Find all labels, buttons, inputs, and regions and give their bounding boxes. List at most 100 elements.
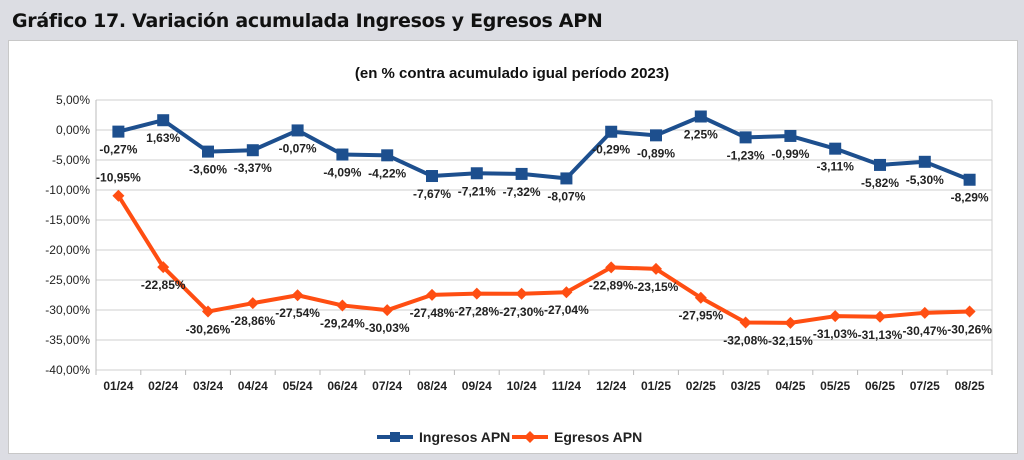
x-tick-label: 03/24 [193, 379, 223, 393]
legend-marker [524, 431, 536, 443]
data-label: -0,07% [279, 141, 317, 155]
data-label: -32,15% [768, 334, 813, 348]
data-point [336, 299, 349, 312]
x-tick-label: 11/24 [552, 379, 582, 393]
data-label: -0,27% [99, 143, 137, 157]
data-point [918, 306, 931, 319]
x-tick-label: 08/24 [417, 379, 447, 393]
x-tick-label: 05/24 [283, 379, 313, 393]
data-label: -0,89% [637, 146, 675, 160]
data-point [202, 145, 214, 158]
data-label: -31,13% [858, 328, 903, 342]
x-tick-label: 01/24 [103, 379, 133, 393]
x-tick-label: 07/25 [910, 379, 940, 393]
series-line-0 [117, 114, 971, 182]
data-point [291, 289, 304, 302]
data-point [829, 142, 842, 155]
data-label: -30,47% [902, 324, 947, 338]
legend-label: Egresos APN [554, 429, 642, 445]
data-label: -27,54% [275, 306, 320, 320]
data-point [426, 288, 438, 301]
x-tick-label: 10/24 [507, 379, 537, 393]
data-point [650, 262, 662, 275]
data-point [739, 131, 752, 144]
data-point [650, 129, 662, 142]
subtitle-background [290, 58, 735, 88]
data-point [784, 129, 797, 142]
x-tick-label: 12/24 [596, 379, 626, 393]
data-point [112, 125, 125, 138]
data-label: -7,32% [503, 185, 541, 199]
data-label: -30,26% [186, 323, 231, 337]
x-tick-label: 04/25 [775, 379, 805, 393]
data-label: -22,85% [141, 278, 186, 292]
y-tick-label: -40,00% [45, 363, 90, 377]
data-point [515, 167, 528, 180]
data-point [246, 144, 259, 157]
data-label: -0,99% [771, 147, 809, 161]
data-label: -4,09% [323, 166, 361, 180]
x-tick-label: 08/25 [955, 379, 985, 393]
data-label: -27,95% [678, 309, 723, 323]
data-point [515, 287, 528, 300]
y-tick-label: -5,00% [52, 153, 90, 167]
data-label: 2,25% [684, 128, 718, 142]
y-axis-ticks: 5,00% 0,00% -5,00% -10,00% -15,00% -20,00% -25… [45, 93, 90, 377]
data-point [426, 170, 438, 183]
x-tick-label: 01/25 [641, 379, 671, 393]
x-axis-ticks: 01/24 02/24 03/24 04/24 05/24 06/24 07/24 08/24… [103, 379, 985, 393]
legend-marker [390, 432, 400, 442]
data-point [605, 261, 618, 274]
data-label: -23,15% [634, 280, 679, 294]
data-point [560, 172, 573, 185]
data-point [560, 286, 573, 299]
data-point [202, 305, 214, 318]
data-label: -30,26% [947, 323, 992, 337]
data-point [963, 305, 976, 318]
data-point [874, 158, 886, 171]
data-label: -5,82% [861, 176, 899, 190]
legend-label: Ingresos APN [419, 429, 510, 445]
chart-subtitle: (en % contra acumulado igual período 202… [355, 65, 669, 82]
data-label: -30,03% [365, 321, 410, 335]
data-point [291, 124, 304, 137]
data-point [381, 304, 394, 317]
data-label: -3,37% [234, 161, 272, 175]
data-label: -8,29% [951, 191, 989, 205]
data-label: -7,67% [413, 187, 451, 201]
data-label: -10,95% [96, 171, 141, 185]
data-point [694, 110, 707, 123]
data-point [739, 316, 752, 329]
data-point [381, 149, 394, 162]
data-point [157, 114, 170, 127]
data-point [605, 125, 618, 138]
x-tick-label: 02/24 [148, 379, 178, 393]
data-point [246, 297, 259, 310]
data-label: -4,22% [368, 166, 406, 180]
x-tick-label: 09/24 [462, 379, 492, 393]
y-tick-label: -10,00% [45, 183, 90, 197]
data-label: -3,11% [817, 160, 855, 174]
data-label: -3,60% [189, 163, 227, 177]
y-tick-label: -25,00% [45, 273, 90, 287]
data-label: -27,04% [544, 303, 589, 317]
data-point [157, 261, 170, 274]
data-label: -27,48% [410, 306, 455, 320]
x-tick-label: 03/25 [731, 379, 761, 393]
data-point [470, 287, 483, 300]
data-point [112, 189, 125, 202]
y-tick-label: 5,00% [56, 93, 90, 107]
series-layer [112, 110, 976, 329]
data-point [829, 310, 842, 323]
data-label: -28,86% [230, 314, 275, 328]
data-point [336, 148, 349, 161]
data-label: -31,03% [813, 327, 858, 341]
data-label: 1,63% [146, 131, 180, 145]
x-tick-label: 02/25 [686, 379, 716, 393]
data-point [963, 173, 976, 186]
data-point [918, 155, 931, 168]
data-label: -22,89% [589, 278, 634, 292]
x-tick-label: 06/25 [865, 379, 895, 393]
data-point [784, 316, 797, 329]
